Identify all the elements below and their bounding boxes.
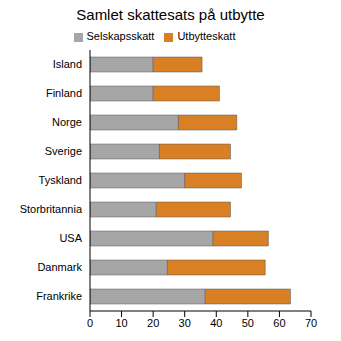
svg-text:Island: Island [53,58,82,70]
svg-text:Finland: Finland [46,87,82,99]
svg-text:70: 70 [305,317,317,329]
svg-text:40: 40 [210,317,222,329]
svg-text:Norge: Norge [52,116,82,128]
svg-text:Tyskland: Tyskland [39,174,82,186]
svg-text:0: 0 [87,317,93,329]
svg-text:60: 60 [273,317,285,329]
svg-text:Danmark: Danmark [37,261,82,273]
html-text:Utbytteskatt: Utbytteskatt [177,30,236,42]
svg-text:50: 50 [242,317,254,329]
html-text:Selskapsskatt: Selskapsskatt [86,30,155,42]
svg-text:Sverige: Sverige [45,145,82,157]
svg-text:USA: USA [59,232,82,244]
html-text:Samlet skattesats på utbytte: Samlet skattesats på utbytte [76,6,265,23]
svg-text:20: 20 [147,317,159,329]
svg-text:Frankrike: Frankrike [36,290,82,302]
svg-text:10: 10 [115,317,127,329]
svg-text:Storbritannia: Storbritannia [20,203,83,215]
svg-text:30: 30 [179,317,191,329]
